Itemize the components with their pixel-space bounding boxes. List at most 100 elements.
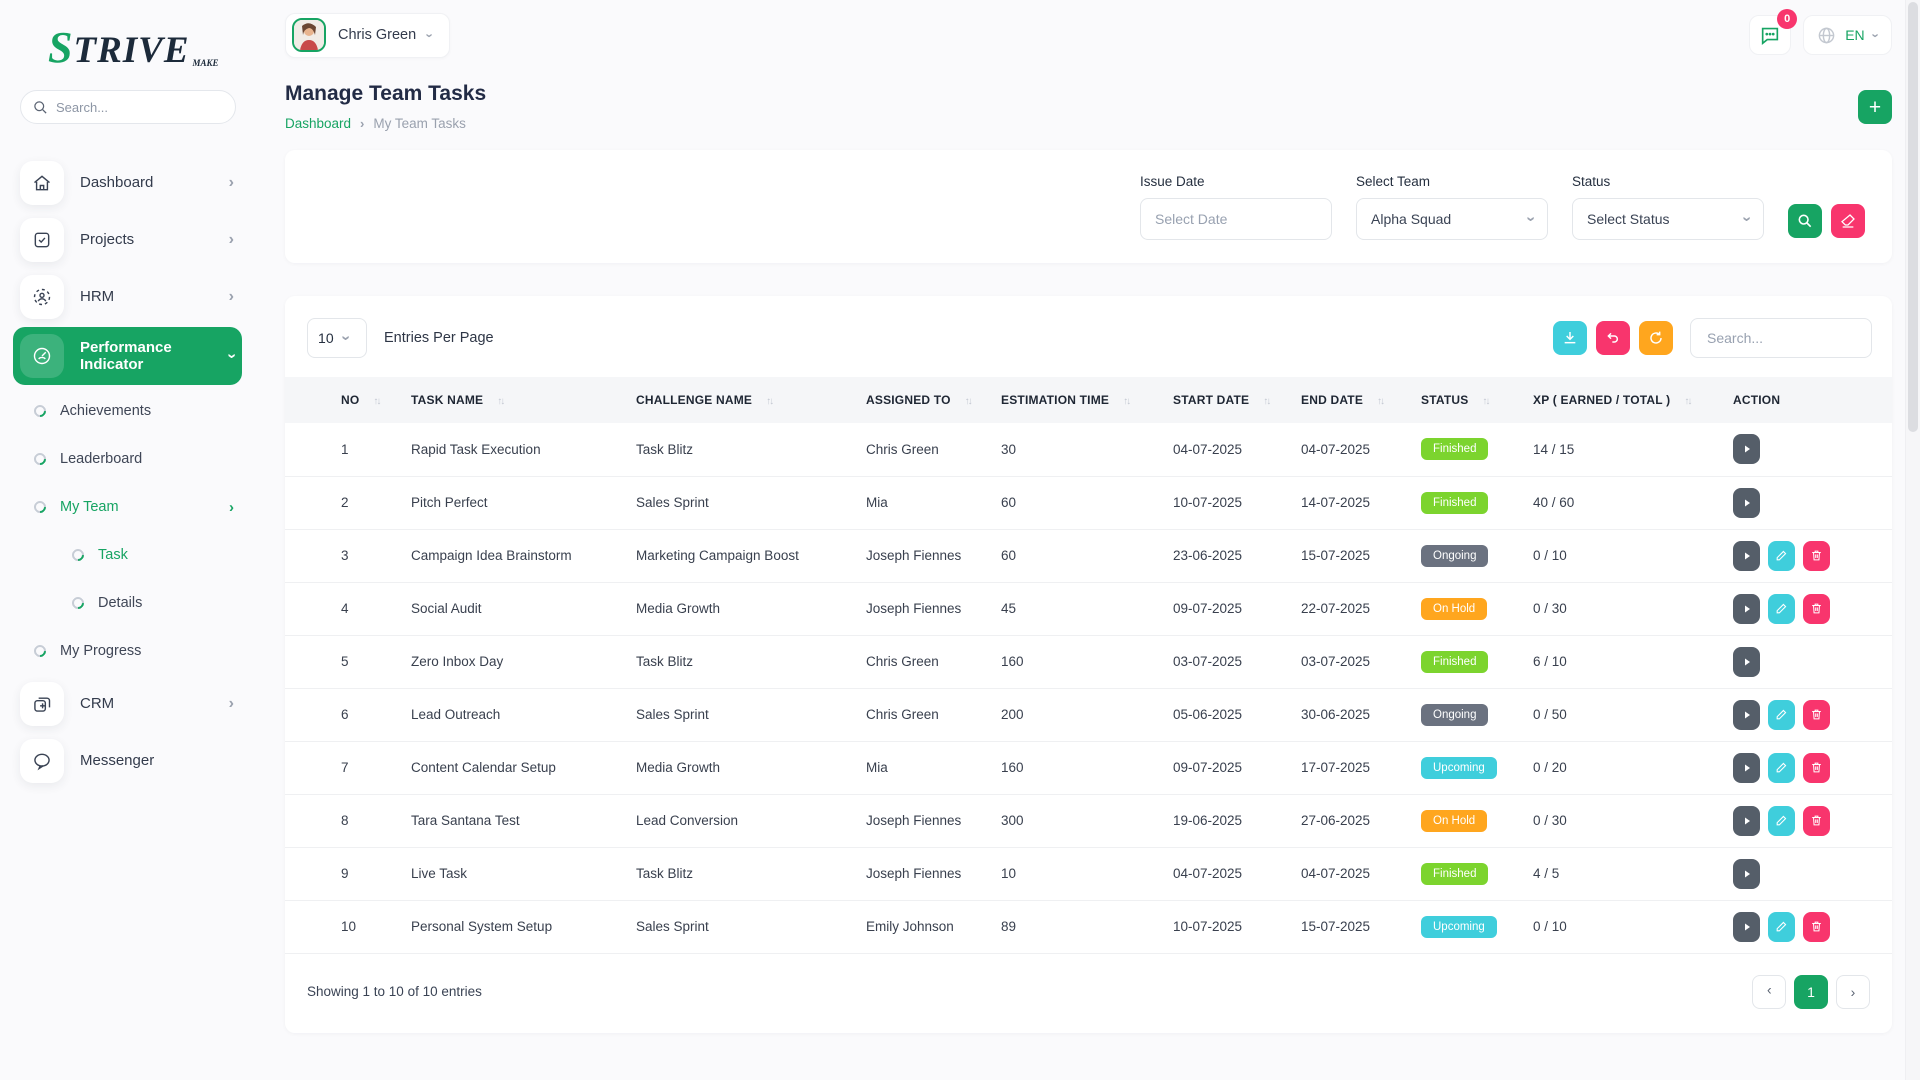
- chevron-down-icon: ›: [1521, 216, 1539, 221]
- edit-task-button[interactable]: [1768, 700, 1795, 730]
- cell-action: [1725, 847, 1892, 900]
- column-header-status[interactable]: STATUS↑↓: [1413, 377, 1525, 423]
- pagination-prev-button[interactable]: ›: [1752, 975, 1786, 1009]
- view-task-button[interactable]: [1733, 541, 1760, 571]
- cell-status: Finished: [1413, 847, 1525, 900]
- view-task-button[interactable]: [1733, 647, 1760, 677]
- table-row: 5Zero Inbox DayTask BlitzChris Green1600…: [285, 635, 1892, 688]
- sidebar-item-achievements[interactable]: Achievements: [20, 387, 242, 435]
- cell-task-name: Personal System Setup: [403, 900, 628, 953]
- cell-start-date: 09-07-2025: [1165, 582, 1293, 635]
- cell-xp: 40 / 60: [1525, 476, 1725, 529]
- column-label: START DATE: [1173, 393, 1249, 407]
- cell-no: 4: [285, 582, 403, 635]
- column-header-estimation-time[interactable]: ESTIMATION TIME↑↓: [993, 377, 1165, 423]
- sidebar-item-my-progress[interactable]: My Progress: [20, 627, 242, 675]
- add-task-button[interactable]: +: [1858, 90, 1892, 124]
- column-header-assigned-to[interactable]: ASSIGNED TO↑↓: [858, 377, 993, 423]
- column-label: STATUS: [1421, 393, 1468, 407]
- chevron-right-icon: ›: [229, 499, 234, 516]
- edit-task-button[interactable]: [1768, 912, 1795, 942]
- cell-action: [1725, 741, 1892, 794]
- undo-button[interactable]: [1596, 321, 1630, 355]
- sidebar-item-hrm[interactable]: HRM›: [20, 268, 242, 325]
- scrollbar: [1905, 0, 1920, 1080]
- delete-task-button[interactable]: [1803, 806, 1830, 836]
- sidebar-item-my-team[interactable]: My Team›: [20, 483, 242, 531]
- edit-task-button[interactable]: [1768, 541, 1795, 571]
- brand-logo[interactable]: STRIVE MAKE: [20, 22, 242, 68]
- messages-button[interactable]: 0: [1749, 15, 1791, 55]
- column-header-no[interactable]: NO↑↓: [285, 377, 403, 423]
- column-header-xp-earned-total-[interactable]: XP ( EARNED / TOTAL )↑↓: [1525, 377, 1725, 423]
- table-row: 2Pitch PerfectSales SprintMia6010-07-202…: [285, 476, 1892, 529]
- cell-start-date: 23-06-2025: [1165, 529, 1293, 582]
- cell-estimation-time: 10: [993, 847, 1165, 900]
- view-task-button[interactable]: [1733, 594, 1760, 624]
- view-task-button[interactable]: [1733, 806, 1760, 836]
- refresh-icon: [1648, 330, 1664, 346]
- language-value: EN: [1845, 27, 1864, 43]
- pencil-icon: [1775, 920, 1788, 933]
- cell-no: 6: [285, 688, 403, 741]
- sidebar-item-crm[interactable]: CRM›: [20, 675, 242, 732]
- trash-icon: [1810, 761, 1823, 774]
- cell-assigned-to: Mia: [858, 741, 993, 794]
- sort-icon: ↑↓: [1684, 396, 1690, 407]
- filter-clear-button[interactable]: [1831, 204, 1865, 238]
- status-badge: Finished: [1421, 651, 1488, 673]
- sidebar-item-leaderboard[interactable]: Leaderboard: [20, 435, 242, 483]
- column-header-challenge-name[interactable]: CHALLENGE NAME↑↓: [628, 377, 858, 423]
- pagination-next-button[interactable]: ›: [1836, 975, 1870, 1009]
- cell-xp: 0 / 50: [1525, 688, 1725, 741]
- delete-task-button[interactable]: [1803, 594, 1830, 624]
- breadcrumb-current: My Team Tasks: [373, 116, 466, 131]
- view-task-button[interactable]: [1733, 700, 1760, 730]
- scrollbar-thumb[interactable]: [1908, 2, 1918, 432]
- column-header-task-name[interactable]: TASK NAME↑↓: [403, 377, 628, 423]
- view-task-button[interactable]: [1733, 434, 1760, 464]
- sidebar-item-messenger[interactable]: Messenger: [20, 732, 242, 789]
- chevron-down-icon: ›: [423, 33, 438, 37]
- play-icon: [1741, 762, 1753, 774]
- edit-task-button[interactable]: [1768, 594, 1795, 624]
- user-menu[interactable]: Chris Green ›: [285, 13, 450, 58]
- bullet-icon: [32, 451, 49, 468]
- sidebar-item-label: CRM: [80, 695, 213, 712]
- view-task-button[interactable]: [1733, 912, 1760, 942]
- sidebar-item-dashboard[interactable]: Dashboard›: [20, 154, 242, 211]
- language-selector[interactable]: EN ›: [1803, 15, 1892, 55]
- breadcrumb-dashboard[interactable]: Dashboard: [285, 116, 351, 131]
- edit-task-button[interactable]: [1768, 753, 1795, 783]
- bullet-icon: [32, 499, 49, 516]
- sidebar-item-task[interactable]: Task: [20, 531, 242, 579]
- cell-xp: 4 / 5: [1525, 847, 1725, 900]
- column-header-start-date[interactable]: START DATE↑↓: [1165, 377, 1293, 423]
- export-button[interactable]: [1553, 321, 1587, 355]
- pagination-page-1-button[interactable]: 1: [1794, 975, 1828, 1009]
- view-task-button[interactable]: [1733, 488, 1760, 518]
- sidebar-item-details[interactable]: Details: [20, 579, 242, 627]
- table-search-input[interactable]: [1690, 318, 1872, 358]
- view-task-button[interactable]: [1733, 859, 1760, 889]
- cell-estimation-time: 45: [993, 582, 1165, 635]
- filter-search-button[interactable]: [1788, 204, 1822, 238]
- sidebar-item-label: Performance Indicator: [80, 339, 213, 374]
- delete-task-button[interactable]: [1803, 700, 1830, 730]
- issue-date-input[interactable]: [1140, 198, 1332, 240]
- sidebar-item-performance-indicator[interactable]: Performance Indicator›: [13, 327, 242, 385]
- sidebar-item-label: Dashboard: [80, 174, 213, 191]
- delete-task-button[interactable]: [1803, 753, 1830, 783]
- delete-task-button[interactable]: [1803, 912, 1830, 942]
- team-select[interactable]: Alpha Squad ›: [1356, 198, 1548, 240]
- sidebar-search-input[interactable]: [56, 100, 223, 115]
- edit-task-button[interactable]: [1768, 806, 1795, 836]
- sidebar-item-projects[interactable]: Projects›: [20, 211, 242, 268]
- column-label: ACTION: [1733, 393, 1780, 407]
- refresh-button[interactable]: [1639, 321, 1673, 355]
- view-task-button[interactable]: [1733, 753, 1760, 783]
- status-select[interactable]: Select Status ›: [1572, 198, 1764, 240]
- delete-task-button[interactable]: [1803, 541, 1830, 571]
- column-header-end-date[interactable]: END DATE↑↓: [1293, 377, 1413, 423]
- entries-per-page-select[interactable]: 10 ›: [307, 318, 367, 358]
